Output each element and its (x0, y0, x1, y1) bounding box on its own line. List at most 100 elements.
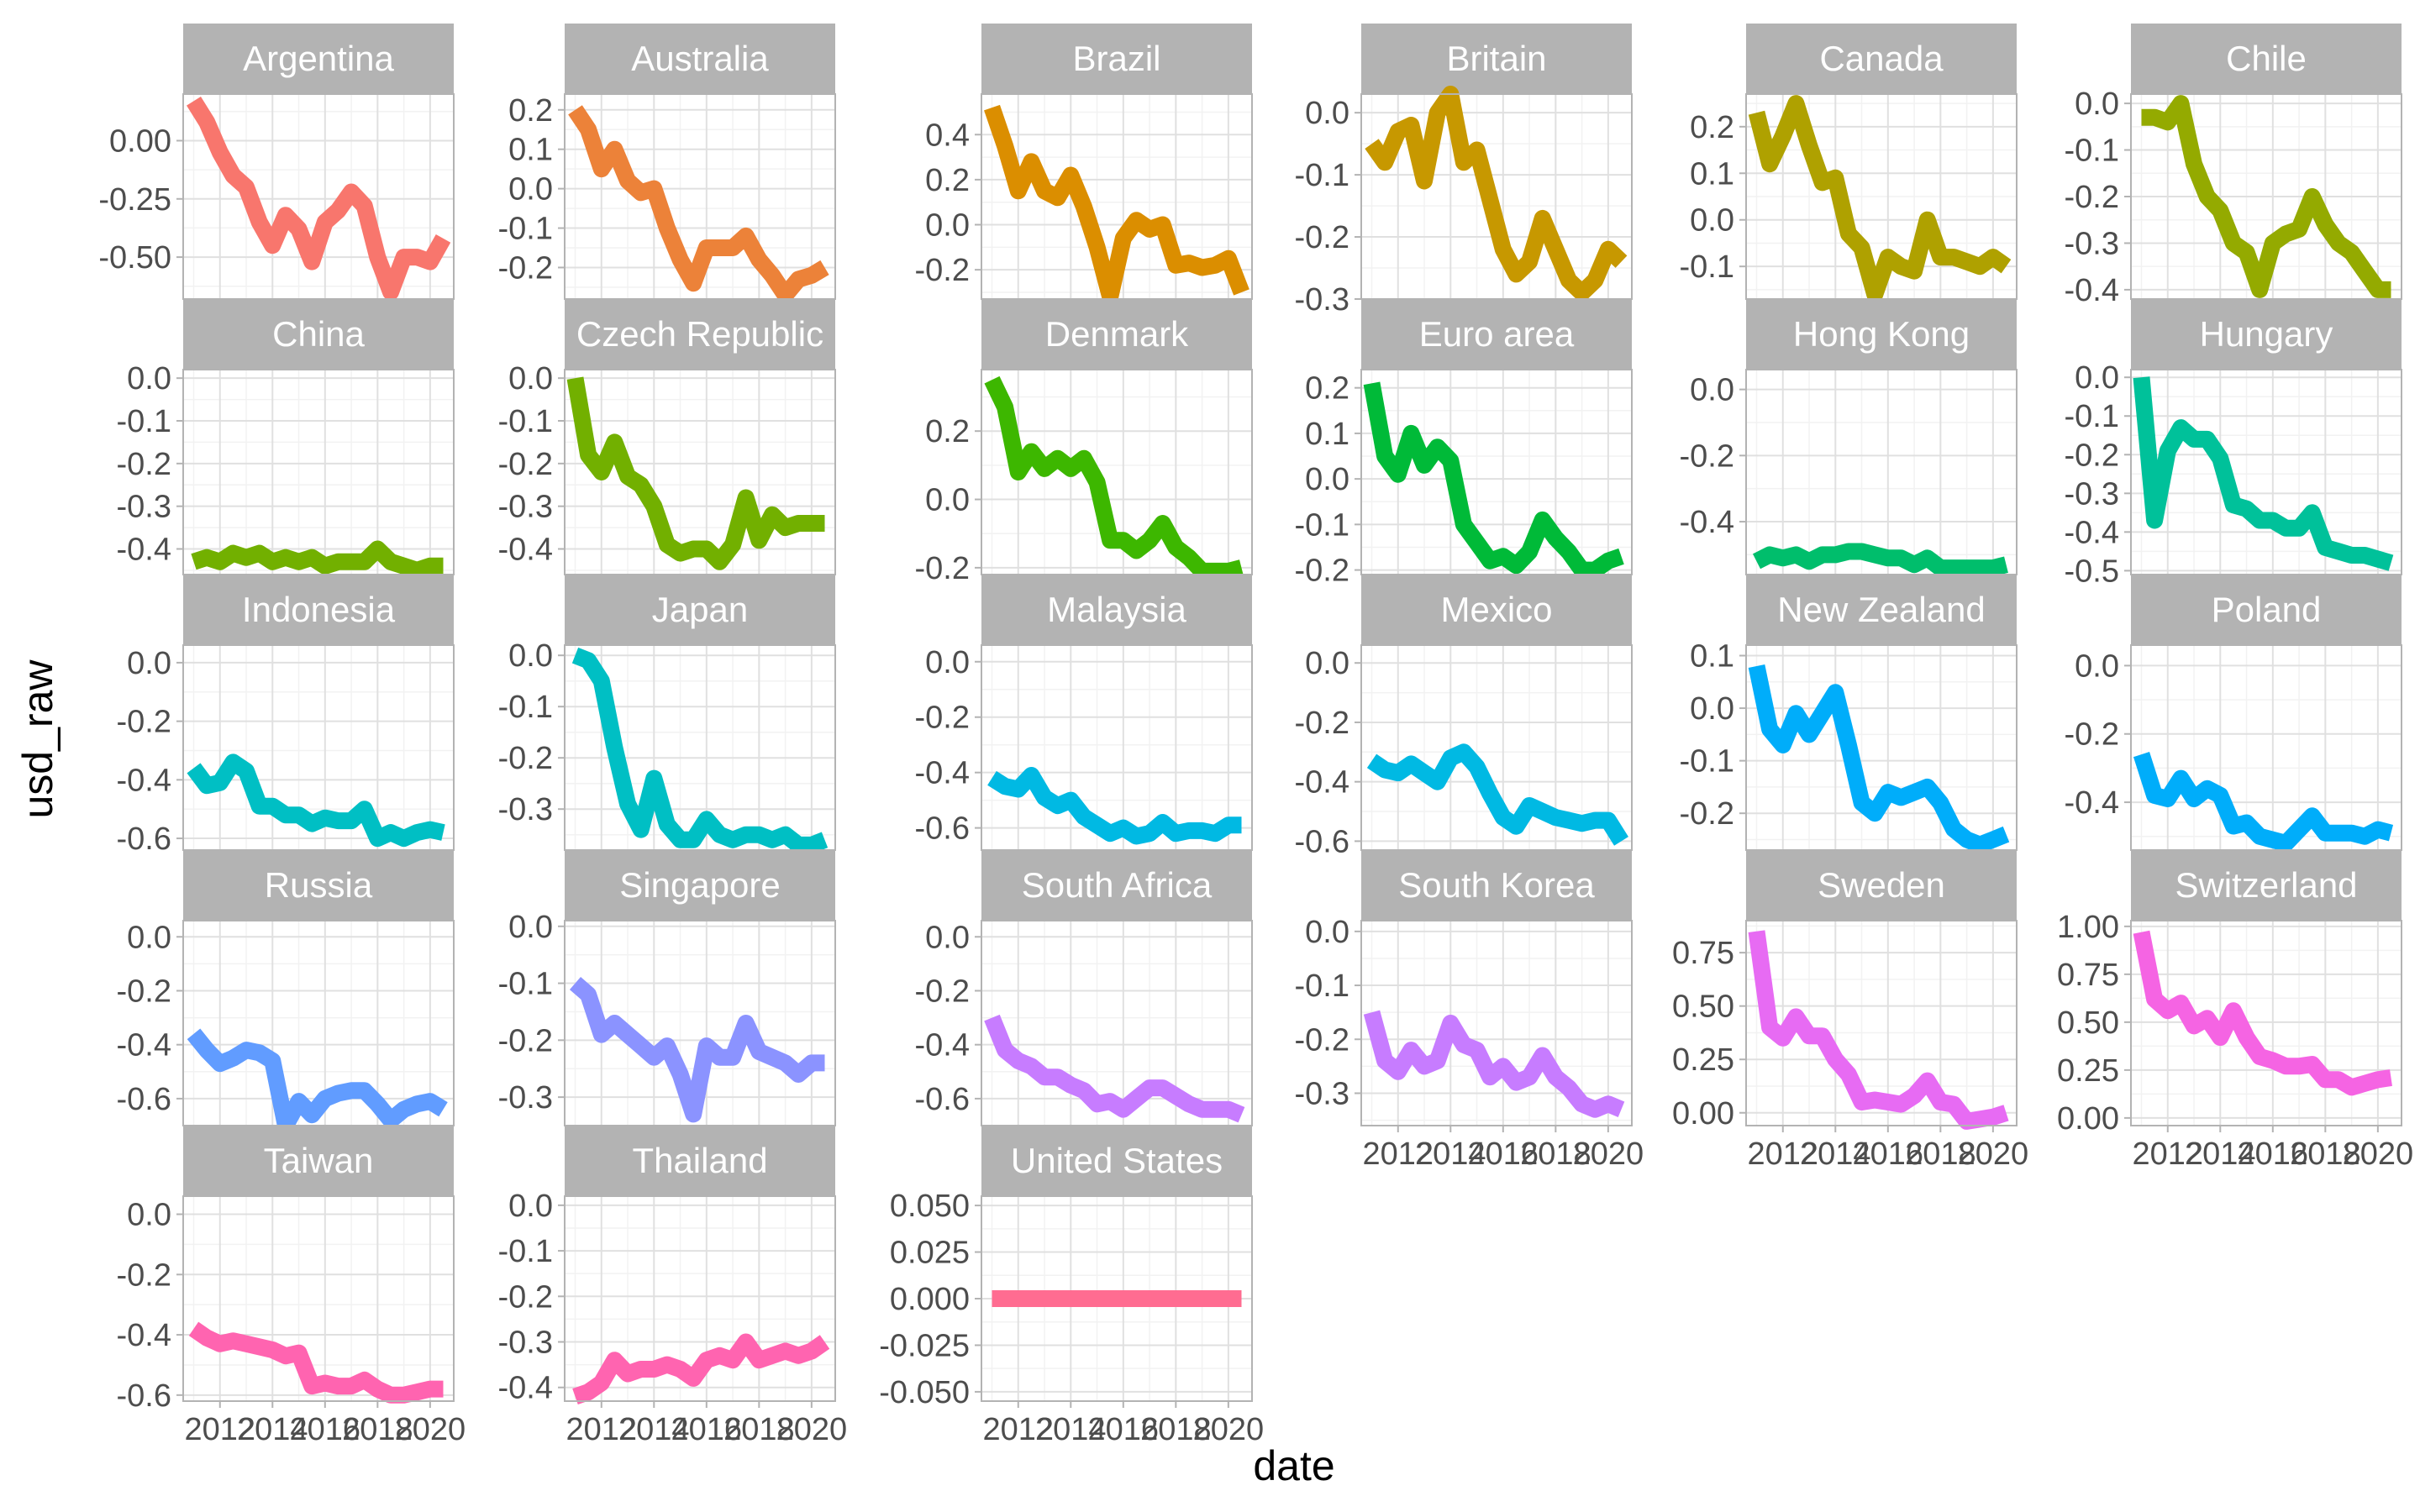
panel-hong-kong: Hong Kong 0.0 -0.2 -0.4 (1680, 299, 2018, 577)
x-tick-label: 2018 (1905, 1137, 1976, 1172)
y-tick-label: -0.5 (2065, 554, 2119, 589)
y-tick-label: 0.0 (925, 920, 970, 955)
panel-indonesia: Indonesia 0.0 -0.2 -0.4 -0.6 (117, 575, 455, 857)
series-line-hungary (2133, 376, 2394, 571)
y-tick-label: -0.2 (117, 1257, 171, 1293)
strip-label: Singapore (619, 865, 780, 905)
y-tick-label: -0.1 (1680, 744, 1734, 780)
strip-label: Britain (1446, 39, 1546, 78)
y-tick-label: 0.4 (925, 118, 970, 153)
y-tick-label: 0.0 (1690, 691, 1734, 727)
y-tick-label: -0.4 (117, 1028, 171, 1063)
y-tick-label: -0.4 (117, 1318, 171, 1353)
series-line-china (191, 540, 444, 579)
series-line-chile (2141, 95, 2391, 298)
y-tick-label: -0.4 (2065, 785, 2119, 821)
plot-area (183, 1196, 454, 1401)
series-line-russia (187, 1028, 448, 1134)
y-tick-label: -0.6 (915, 811, 970, 847)
plot-area (1361, 921, 1632, 1126)
strip-label: Switzerland (2175, 865, 2357, 905)
series-line-singapore (569, 977, 825, 1123)
y-tick-label: 0.050 (890, 1189, 970, 1224)
x-tick-label: 2016 (290, 1412, 361, 1447)
y-tick-label: -0.2 (1680, 796, 1734, 832)
y-tick-label: -0.4 (915, 1028, 970, 1063)
panel-china: China 0.0 -0.1 -0.2 -0.3 -0.4 (117, 299, 455, 579)
y-tick-label: 0.50 (1672, 990, 1734, 1025)
y-tick-label: 0.50 (2057, 1005, 2119, 1041)
facet-panels: Argentina 0.00 -0.25 -0.50 Australia 0.2 0.1 0.… (98, 24, 2413, 1447)
y-tick-label: 0.0 (508, 361, 553, 396)
strip-background (1746, 299, 2017, 370)
strip-background (183, 1126, 454, 1196)
x-tick-label: 2018 (723, 1412, 795, 1447)
x-tick-label: 2020 (1573, 1137, 1644, 1172)
x-tick-label: 2016 (1468, 1137, 1539, 1172)
y-tick-label: 0.00 (109, 123, 171, 159)
strip-label: Indonesia (242, 590, 396, 629)
y-tick-label: 0.0 (127, 361, 171, 396)
y-tick-label: -0.3 (117, 490, 171, 525)
series-line-britain (1365, 86, 1628, 302)
y-tick-label: -0.1 (498, 690, 553, 725)
y-tick-label: -0.1 (498, 404, 553, 439)
x-tick-label: 2020 (776, 1412, 848, 1447)
y-tick-label: 0.2 (1305, 371, 1349, 407)
y-tick-label: -0.1 (1295, 507, 1349, 543)
panel-border (2130, 920, 2402, 1126)
series-line-hong-kong (1752, 543, 2008, 577)
y-tick-label: -0.4 (915, 756, 970, 791)
series-line-euro-area (1363, 381, 1624, 579)
y-tick-label: 0.0 (127, 1198, 171, 1233)
panel-hungary: Hungary 0.0-0.1 -0.2-0.3-0.4 -0.5 (2065, 299, 2402, 589)
x-tick-label: 2012 (566, 1412, 637, 1447)
y-tick-label: 0.1 (1690, 156, 1734, 192)
panel-mexico: Mexico 0.0 -0.2 -0.4 -0.6 (1295, 575, 1633, 859)
plot-area (183, 370, 454, 575)
y-tick-label: 0.0 (1305, 646, 1349, 681)
y-tick-label: 0.75 (2057, 958, 2119, 993)
y-tick-label: -0.4 (498, 1371, 553, 1406)
strip-label: Japan (652, 590, 748, 629)
y-tick-label: -0.2 (498, 1023, 553, 1058)
x-tick-label: 2020 (1193, 1412, 1265, 1447)
y-tick-label: 0.0 (508, 172, 553, 207)
plot-area (1746, 370, 2017, 575)
series-line-taiwan (188, 1321, 444, 1404)
y-tick-label: 0.0 (2075, 360, 2119, 396)
plot-area (2131, 645, 2402, 850)
series-line-thailand (572, 1333, 830, 1405)
y-tick-label: -0.1 (498, 967, 553, 1002)
panel-border (1745, 920, 2018, 1126)
strip-background (2131, 24, 2402, 94)
y-tick-label: -0.4 (117, 763, 171, 798)
strip-background (981, 575, 1252, 645)
y-tick-label: -0.1 (498, 1234, 553, 1269)
strip-label: Hungary (2200, 314, 2333, 354)
y-tick-label: -0.4 (117, 533, 171, 568)
strip-label: Mexico (1440, 590, 1552, 629)
y-tick-label: -0.6 (117, 1082, 171, 1117)
x-tick-label: 2014 (1415, 1137, 1486, 1172)
y-tick-label: -0.2 (498, 447, 553, 482)
y-tick-label: -0.3 (498, 490, 553, 525)
y-tick-label: 0.0 (127, 920, 171, 955)
strip-background (981, 299, 1252, 370)
x-tick-label: 2014 (237, 1412, 308, 1447)
y-tick-label: -0.2 (498, 741, 553, 776)
y-tick-label: -0.2 (117, 447, 171, 482)
series-line-mexico (1366, 743, 1628, 846)
y-tick-label: -0.2 (498, 1279, 553, 1315)
series-line-south-korea (1363, 1010, 1625, 1118)
y-tick-label: -0.2 (1295, 706, 1349, 741)
y-tick-label: 0.000 (890, 1282, 970, 1317)
series-line-new-zealand (1748, 664, 2010, 853)
y-tick-label: -0.4 (2065, 515, 2119, 550)
strip-label: Malaysia (1047, 590, 1186, 629)
strip-label: Hong Kong (1793, 314, 1970, 354)
y-tick-label: -0.3 (1295, 282, 1349, 318)
y-tick-label: -0.1 (1295, 158, 1349, 193)
panel-border (182, 1195, 455, 1402)
strip-background (565, 299, 835, 370)
